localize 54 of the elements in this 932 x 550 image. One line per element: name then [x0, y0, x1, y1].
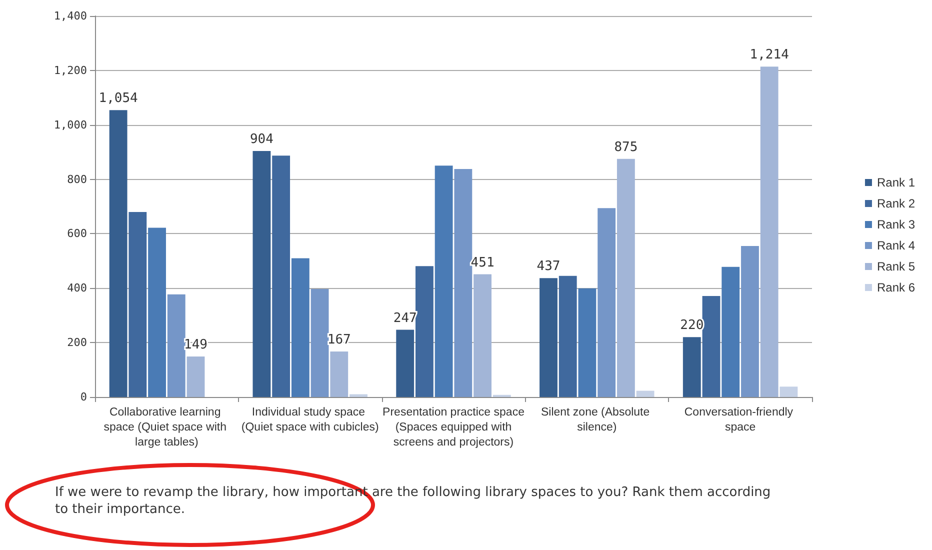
data-label: 1,054 [98, 91, 138, 106]
bar [741, 246, 759, 397]
bar [722, 266, 740, 397]
bar [434, 166, 453, 397]
bar [540, 278, 558, 397]
data-label: 875 [614, 140, 638, 155]
x-tick-label: Conversation-friendly space [684, 406, 796, 434]
bar [558, 276, 577, 397]
legend-label: Rank 6 [876, 280, 916, 294]
legend-label: Rank 3 [876, 218, 916, 232]
bar [760, 66, 778, 397]
bar [702, 296, 720, 397]
bar [598, 208, 616, 397]
bar [272, 156, 290, 397]
bar [167, 294, 186, 397]
bar [682, 337, 701, 397]
data-label: 167 [327, 332, 351, 348]
bar [252, 150, 271, 397]
legend-label: Rank 4 [876, 238, 916, 252]
data-label: 904 [250, 132, 274, 147]
bar [148, 228, 166, 397]
x-tick-label: Individual study space (Quiet space with cubicles) [241, 406, 379, 434]
bar [474, 274, 492, 397]
bar [186, 356, 205, 397]
y-tick-label: 1,400 [54, 10, 87, 22]
bar [330, 352, 348, 397]
y-tick-label: 1,200 [54, 64, 87, 77]
y-tick-label: 200 [67, 336, 87, 350]
bar [616, 158, 635, 397]
x-tick-label: Presentation practice space (Spaces equipped with screens and projectors) [382, 406, 524, 448]
data-label: 149 [184, 337, 208, 352]
data-label: 1,214 [750, 48, 790, 63]
x-tick-label: Collaborative learning space (Quiet space with large tables) [104, 406, 230, 448]
bar [291, 258, 310, 397]
bar [636, 390, 654, 397]
bar [350, 394, 368, 397]
legend-label: Rank 5 [876, 260, 916, 274]
legend-label: Rank 1 [876, 176, 916, 190]
y-tick-label: 1,000 [54, 118, 87, 132]
x-tick-label: Silent zone (Absolute silence) [540, 406, 653, 434]
y-tick-label: 600 [67, 227, 87, 240]
data-label: 437 [536, 259, 560, 274]
legend-label: Rank 2 [876, 196, 916, 210]
y-tick-label: 0 [80, 390, 87, 404]
bar [578, 288, 596, 397]
bar [109, 110, 128, 397]
bar [780, 386, 798, 397]
bar [454, 168, 472, 397]
bar [416, 266, 434, 397]
bar [396, 330, 414, 397]
y-tick-label: 400 [67, 282, 87, 295]
bar [310, 288, 329, 397]
bar [128, 212, 147, 397]
y-tick-label: 800 [67, 172, 87, 186]
